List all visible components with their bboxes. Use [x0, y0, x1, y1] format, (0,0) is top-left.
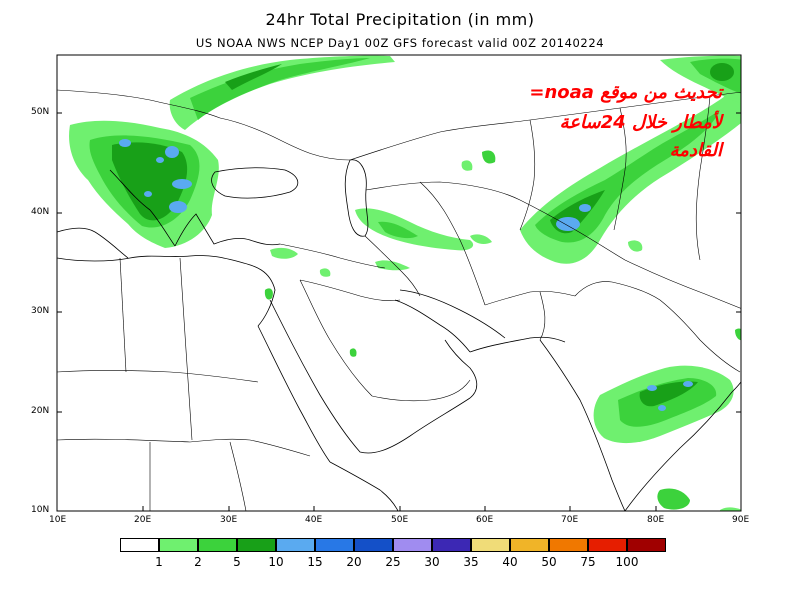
legend-swatch	[549, 538, 588, 552]
lat-label-30n: 30N	[31, 306, 50, 316]
legend-label: 20	[346, 555, 362, 569]
lon-label-60e: 60E	[476, 515, 494, 525]
legend-label: 25	[385, 555, 401, 569]
legend-label: 30	[424, 555, 440, 569]
legend-label: 10	[268, 555, 284, 569]
legend-swatch	[198, 538, 237, 552]
legend-swatch	[627, 538, 666, 552]
legend-label: 5	[233, 555, 241, 569]
legend-swatch	[276, 538, 315, 552]
lat-label-40n: 40N	[31, 207, 50, 217]
legend-swatch	[120, 538, 159, 552]
legend-swatch	[588, 538, 627, 552]
lon-label-50e: 50E	[391, 515, 409, 525]
annotation-line-2: لأمطار خلال 24ساعة	[559, 112, 722, 133]
lat-label-20n: 20N	[31, 406, 50, 416]
lat-label-50n: 50N	[31, 107, 50, 117]
legend-swatch	[432, 538, 471, 552]
lon-label-40e: 40E	[305, 515, 323, 525]
lon-label-30e: 30E	[220, 515, 238, 525]
legend-label: 15	[307, 555, 323, 569]
legend-swatch	[237, 538, 276, 552]
precip-middle-east	[264, 150, 496, 357]
political-borders	[57, 89, 741, 511]
legend-swatch	[159, 538, 198, 552]
legend-label: 2	[194, 555, 202, 569]
annotation-line-1: تحديث من موقع noaa=	[529, 82, 722, 103]
legend-label: 1	[155, 555, 163, 569]
lon-label-80e: 80E	[647, 515, 665, 525]
legend-label: 40	[502, 555, 518, 569]
annotation-line-3: القادمة	[669, 140, 722, 161]
lon-label-10e: 10E	[49, 515, 67, 525]
legend-swatch	[393, 538, 432, 552]
legend-label: 50	[541, 555, 557, 569]
lon-label-70e: 70E	[561, 515, 579, 525]
legend-swatch	[315, 538, 354, 552]
lat-label-10n: 10N	[31, 505, 50, 515]
map-title: 24hr Total Precipitation (in mm)	[265, 10, 535, 29]
legend-label: 75	[580, 555, 596, 569]
map-frame	[56, 54, 742, 512]
precip-central-asia	[520, 55, 741, 264]
lon-label-90e: 90E	[732, 515, 750, 525]
map-subtitle: US NOAA NWS NCEP Day1 00Z GFS forecast v…	[195, 36, 605, 50]
legend-swatch	[510, 538, 549, 552]
precip-balkans	[69, 120, 219, 248]
legend-swatch	[354, 538, 393, 552]
precip-russia-band	[169, 55, 395, 130]
legend-label: 100	[615, 555, 639, 569]
grid-ticks	[57, 112, 741, 511]
legend-label: 35	[463, 555, 479, 569]
legend-swatch	[471, 538, 510, 552]
lon-label-20e: 20E	[134, 515, 152, 525]
precip-india	[593, 328, 741, 511]
